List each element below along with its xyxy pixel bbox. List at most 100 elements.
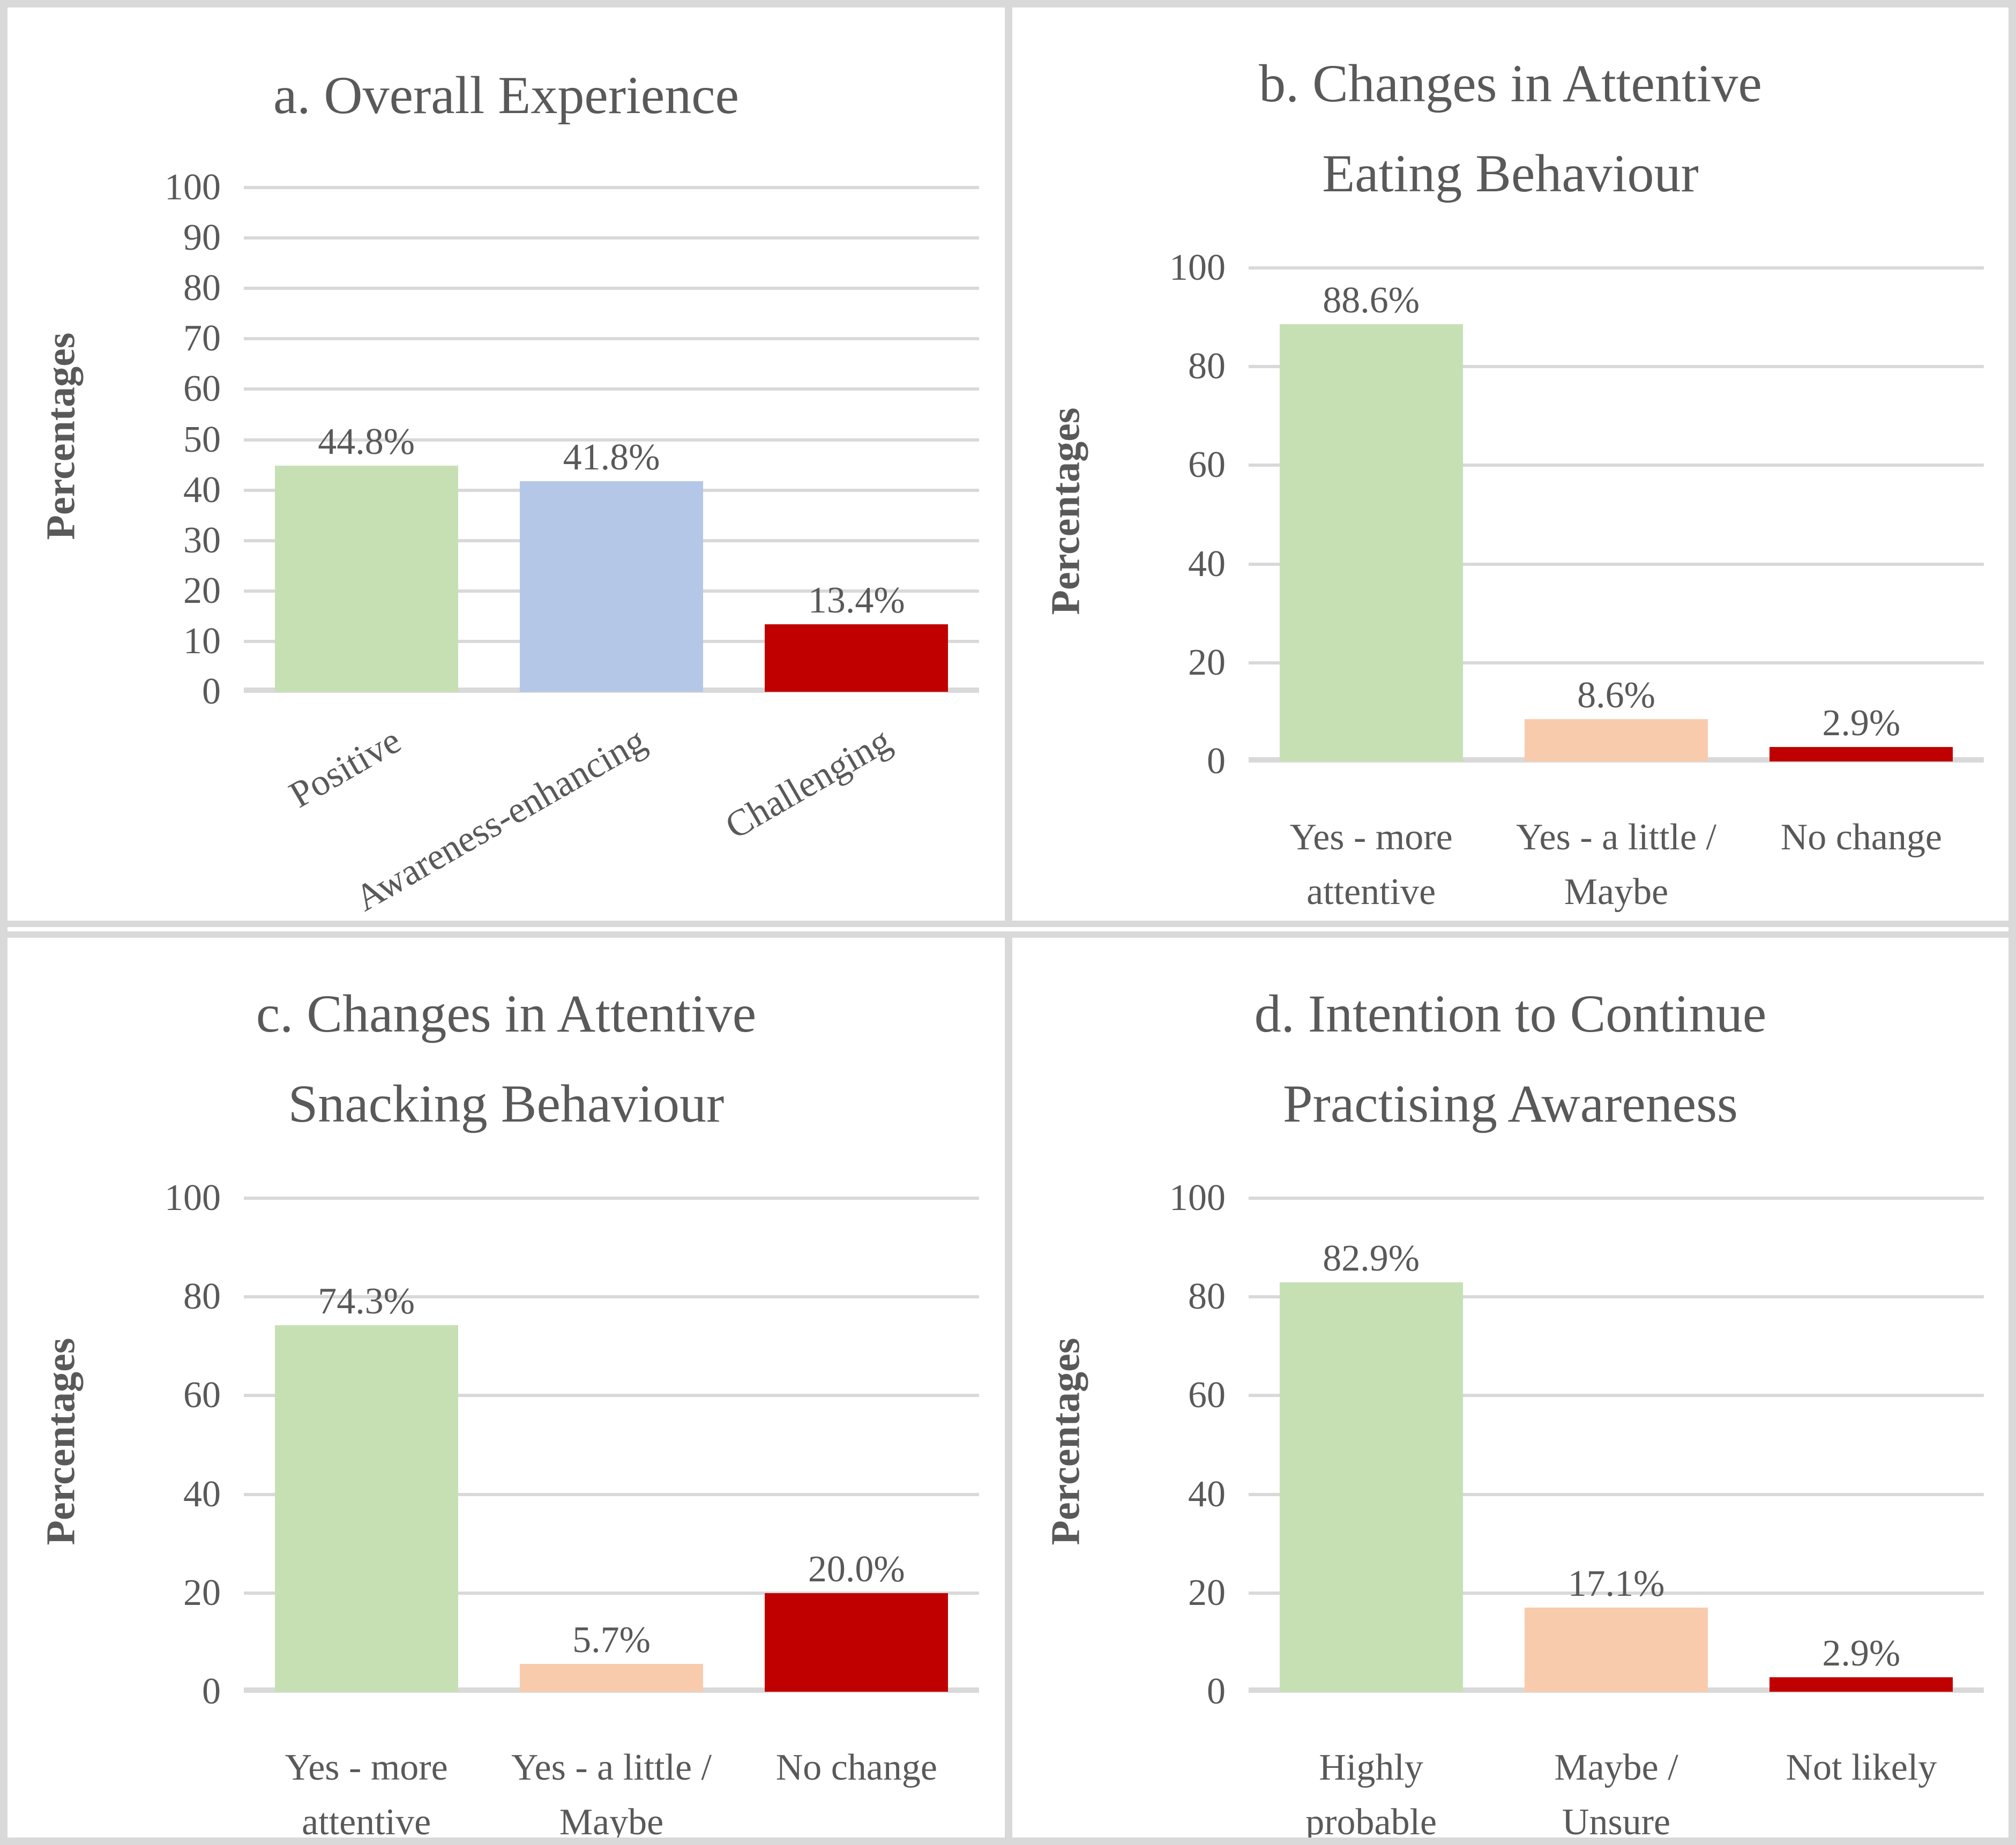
x-category-label: Maybe / Unsure [1490, 1741, 1742, 1843]
panel-a-overall-experience: a. Overall Experience Percentages 100 90 8… [8, 8, 1005, 921]
x-category-label-line: Yes - a little / [1516, 817, 1716, 858]
x-category-label-line: attentive [1306, 871, 1436, 913]
x-category-label-line: Yes - a little / [511, 1747, 712, 1788]
y-tick-label: 20 [183, 570, 221, 611]
x-category-label: Highly probable [1245, 1741, 1497, 1843]
x-category-label-line: Not likely [1786, 1747, 1937, 1788]
bar-maybe-unsure [1525, 1607, 1708, 1692]
panel-divider-horizontal [8, 921, 2008, 927]
gridline-y-100 [1249, 1197, 1984, 1200]
x-category-label-line: No change [775, 1747, 937, 1788]
gridline-y-80 [244, 1295, 979, 1299]
y-tick-label: 60 [183, 368, 221, 410]
bar-not-likely [1769, 1677, 1953, 1692]
y-tick-label: 40 [1188, 543, 1226, 585]
chart-title: b. Changes in Attentive Eating Behaviour [1012, 39, 2008, 219]
x-category-label: Challenging [719, 720, 898, 848]
bar-yes-a-little-maybe [1525, 719, 1708, 761]
x-category-label-line: Yes - more [1289, 817, 1453, 858]
bar-value-label: 88.6% [1323, 279, 1420, 321]
y-tick-label: 0 [202, 1671, 221, 1712]
y-tick-label: 100 [1169, 247, 1226, 288]
gridline-y-20 [244, 1591, 979, 1595]
y-axis-title: Percentages [1043, 407, 1088, 615]
y-tick-label: 60 [183, 1375, 221, 1416]
x-category-label-line: Maybe [559, 1802, 664, 1843]
x-category-label: No change [730, 1741, 982, 1795]
gridline-y-70 [244, 337, 979, 341]
bar-no-change [765, 1593, 949, 1692]
gridline-y-20 [1249, 661, 1984, 664]
x-category-label-line: attentive [302, 1802, 431, 1843]
bar-value-label: 74.3% [318, 1280, 415, 1322]
bar-value-label: 8.6% [1577, 674, 1655, 716]
gridline-y-80 [244, 287, 979, 290]
bar-challenging [765, 624, 949, 692]
gridline-y-100 [244, 186, 979, 189]
y-tick-label: 80 [183, 267, 221, 309]
y-tick-label: 90 [183, 217, 221, 259]
bar-value-label: 2.9% [1822, 1633, 1901, 1675]
panel-divider-horizontal [8, 931, 2008, 938]
panel-divider-vertical [1005, 8, 1012, 921]
y-tick-label: 20 [183, 1572, 221, 1614]
y-tick-label: 80 [1188, 346, 1226, 387]
gridline-y-50 [244, 438, 979, 442]
y-tick-label: 20 [1188, 641, 1226, 683]
bar-value-label: 5.7% [572, 1619, 651, 1661]
gridline-y-90 [244, 236, 979, 240]
x-category-label: Not likely [1735, 1741, 1987, 1795]
gridline-y-80 [1249, 1295, 1984, 1299]
x-category-label-line: Maybe [1564, 871, 1669, 913]
chart-title-line: a. Overall Experience [273, 65, 739, 125]
bar-yes-a-little-maybe [520, 1663, 703, 1692]
x-category-label-line: probable [1305, 1802, 1437, 1843]
chart-title-line: d. Intention to Continue [1254, 984, 1767, 1043]
x-category-label: Positive [282, 720, 408, 816]
bar-yes-more-attentive [1279, 324, 1463, 761]
chart-title-line: Eating Behaviour [1322, 144, 1699, 203]
bar-positive [274, 466, 458, 692]
x-category-label: Yes - a little / Maybe [1490, 810, 1742, 920]
y-tick-label: 100 [165, 167, 221, 208]
bar-value-label: 44.8% [318, 421, 415, 463]
bar-value-label: 41.8% [563, 436, 660, 478]
gridline-y-60 [244, 1394, 979, 1398]
chart-title-line: b. Changes in Attentive [1259, 54, 1762, 113]
bar-value-label: 82.9% [1323, 1238, 1420, 1280]
bar-awareness-enhancing [520, 481, 703, 692]
panel-d-intention-to-continue: d. Intention to Continue Practising Awar… [1012, 938, 2008, 1837]
y-tick-label: 60 [1188, 444, 1226, 486]
y-axis-title: Percentages [38, 1338, 84, 1545]
gridline-y-40 [1249, 562, 1984, 566]
bar-value-label: 2.9% [1822, 703, 1901, 744]
chart-title: c. Changes in Attentive Snacking Behavio… [8, 969, 1005, 1149]
bar-value-label: 17.1% [1567, 1563, 1665, 1604]
y-tick-label: 60 [1188, 1375, 1226, 1416]
y-tick-label: 40 [1188, 1473, 1226, 1515]
panel-divider-vertical [1005, 938, 1012, 1837]
y-axis-title: Percentages [1043, 1338, 1088, 1545]
chart-title-line: Practising Awareness [1283, 1074, 1738, 1133]
gridline-y-60 [244, 387, 979, 391]
x-category-label: Yes - more attentive [1245, 810, 1497, 920]
chart-title: a. Overall Experience [8, 50, 1005, 140]
gridline-y-40 [1249, 1492, 1984, 1496]
y-tick-label: 100 [165, 1177, 221, 1219]
bar-value-label: 20.0% [808, 1548, 905, 1590]
gridline-y-100 [244, 1197, 979, 1200]
x-category-label-line: Highly [1319, 1747, 1423, 1788]
chart-title-line: c. Changes in Attentive [256, 984, 757, 1043]
y-tick-label: 70 [183, 318, 221, 360]
y-tick-label: 100 [1169, 1177, 1226, 1219]
y-tick-label: 80 [183, 1276, 221, 1318]
x-category-label-line: Unsure [1562, 1802, 1671, 1843]
x-category-label-line: Maybe / [1554, 1747, 1678, 1788]
y-tick-label: 40 [183, 469, 221, 511]
gridline-y-60 [1249, 1394, 1984, 1398]
x-category-label: Yes - a little / Maybe [486, 1741, 737, 1843]
x-category-label-line: Yes - more [285, 1747, 448, 1788]
y-tick-label: 10 [183, 620, 221, 662]
gridline-y-60 [1249, 464, 1984, 467]
x-category-label: No change [1735, 810, 1987, 865]
